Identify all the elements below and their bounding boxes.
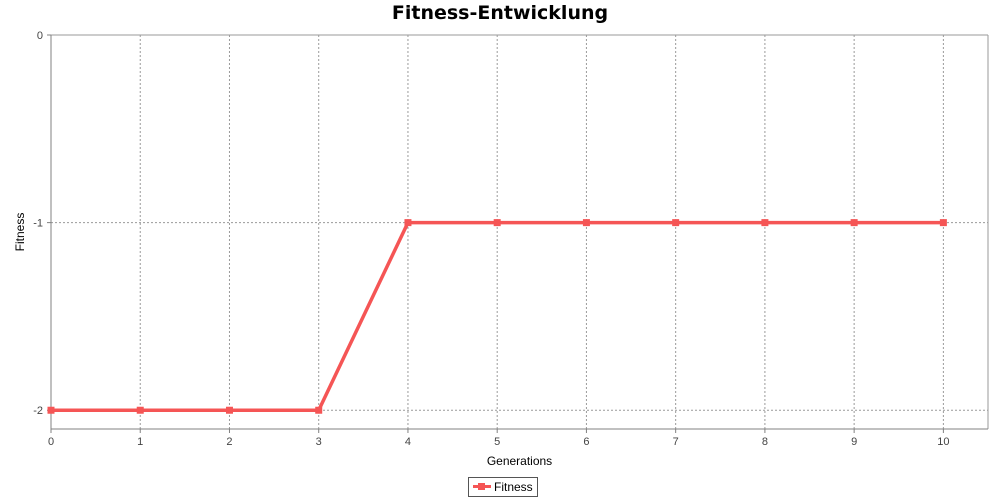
x-tick-label: 4 bbox=[405, 436, 411, 448]
axes: 0 1 2 3 4 5 6 7 8 9 10 0 -1 -2 bbox=[33, 30, 989, 448]
y-axis-label: Fitness bbox=[13, 213, 27, 252]
data-point bbox=[672, 219, 680, 227]
legend-swatch-fitness bbox=[472, 482, 492, 492]
data-point bbox=[582, 219, 590, 227]
x-tick-label: 3 bbox=[316, 436, 322, 448]
x-tick-label: 2 bbox=[226, 436, 232, 448]
x-tick-label: 7 bbox=[673, 436, 679, 448]
data-point bbox=[47, 406, 55, 414]
plot-area bbox=[51, 35, 988, 429]
x-tick-label: 5 bbox=[494, 436, 500, 448]
x-tick-label: 6 bbox=[583, 436, 589, 448]
x-tick-label: 0 bbox=[48, 436, 54, 448]
data-point bbox=[493, 219, 501, 227]
legend-label-fitness: Fitness bbox=[494, 480, 533, 494]
data-point bbox=[136, 406, 144, 414]
data-point bbox=[225, 406, 233, 414]
x-axis-label: Generations bbox=[487, 454, 552, 468]
legend: Fitness bbox=[468, 477, 538, 497]
x-tick-label: 10 bbox=[937, 436, 949, 448]
y-tick-label: 0 bbox=[37, 30, 43, 42]
data-point bbox=[761, 219, 769, 227]
data-point bbox=[850, 219, 858, 227]
data-point bbox=[404, 219, 412, 227]
data-point bbox=[939, 219, 947, 227]
y-tick-label: -2 bbox=[33, 405, 43, 417]
x-tick-label: 1 bbox=[137, 436, 143, 448]
data-point bbox=[315, 406, 323, 414]
chart-title: Fitness-Entwicklung bbox=[391, 2, 609, 24]
series-fitness bbox=[47, 219, 947, 414]
x-tick-label: 9 bbox=[851, 436, 857, 448]
x-tick-label: 8 bbox=[762, 436, 768, 448]
y-tick-label: -1 bbox=[33, 218, 43, 230]
